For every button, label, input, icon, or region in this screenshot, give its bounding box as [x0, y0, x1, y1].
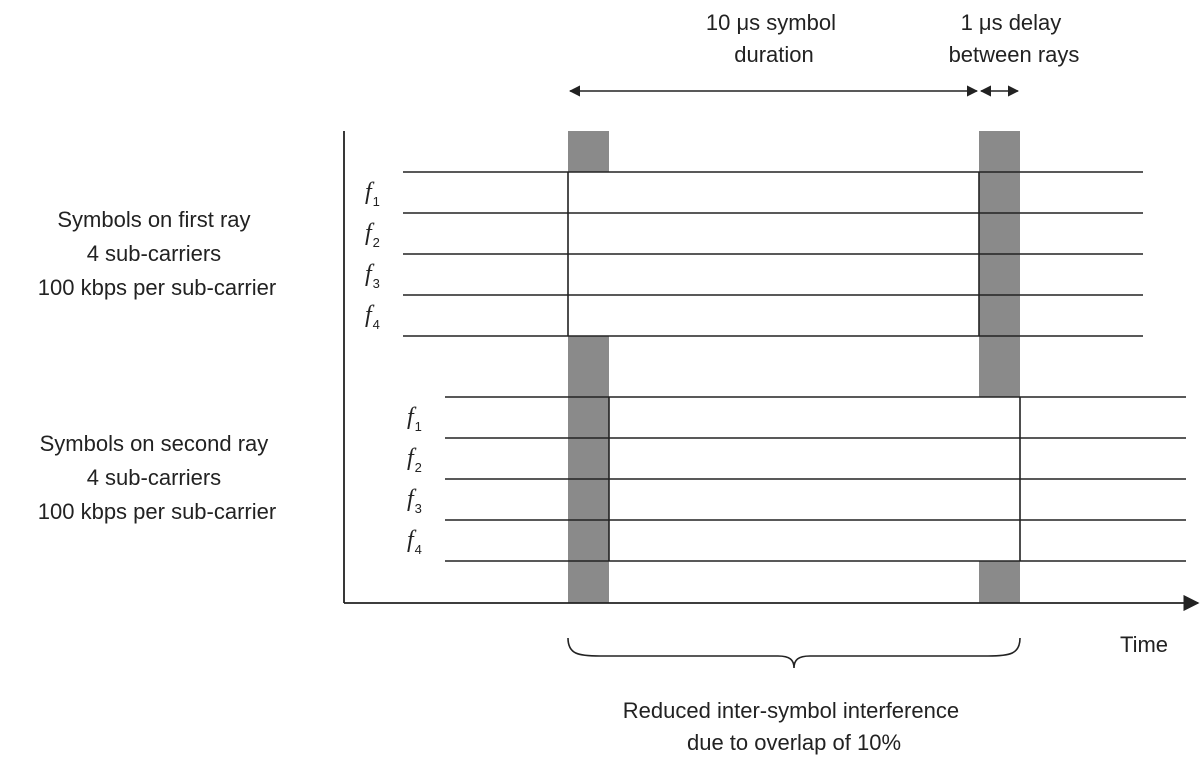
- first-ray-label-line-1: Symbols on first ray: [57, 207, 250, 232]
- second-ray-label-line-1: Symbols on second ray: [40, 431, 269, 456]
- first-ray-symbol-boundaries: [567, 172, 980, 336]
- first-ray-carrier-label-4: f4: [365, 302, 380, 332]
- first-ray-label: Symbols on first ray 4 sub-carriers 100 …: [38, 207, 276, 300]
- second-ray-carrier-label-4: f4: [407, 527, 422, 557]
- first-ray-label-line-2: 4 sub-carriers: [87, 241, 221, 266]
- duration-label-line-1: 10 μs symbol: [706, 10, 836, 35]
- first-ray-subcarrier-lines: [403, 171, 1143, 337]
- first-ray-carrier-labels: f1 f2 f3 f4: [365, 179, 380, 332]
- duration-label: 10 μs symbol duration: [706, 10, 842, 67]
- first-ray-carrier-label-1: f1: [365, 179, 380, 209]
- second-ray-carrier-label-3: f3: [407, 486, 422, 516]
- duration-label-line-2: duration: [734, 42, 814, 67]
- overlap-label: Reduced inter-symbol interference due to…: [623, 698, 965, 755]
- delay-label: 1 μs delay between rays: [949, 10, 1080, 67]
- second-ray-symbol-boundaries: [608, 397, 1021, 561]
- second-ray-carrier-label-2: f2: [407, 445, 422, 475]
- second-ray-subcarrier-lines: [445, 396, 1186, 562]
- second-ray-carrier-label-1: f1: [407, 404, 422, 434]
- overlap-label-line-2: due to overlap of 10%: [687, 730, 901, 755]
- delay-label-line-1: 1 μs delay: [961, 10, 1062, 35]
- second-ray-carrier-labels: f1 f2 f3 f4: [407, 404, 422, 557]
- overlap-label-line-1: Reduced inter-symbol interference: [623, 698, 959, 723]
- time-axis-label: Time: [1120, 632, 1168, 657]
- second-ray-label: Symbols on second ray 4 sub-carriers 100…: [38, 431, 276, 524]
- first-ray-carrier-label-2: f2: [365, 220, 380, 250]
- symbol-regions: [568, 172, 1020, 561]
- first-ray-label-line-3: 100 kbps per sub-carrier: [38, 275, 276, 300]
- first-ray-carrier-label-3: f3: [365, 261, 380, 291]
- delay-label-line-2: between rays: [949, 42, 1080, 67]
- second-ray-label-line-3: 100 kbps per sub-carrier: [38, 499, 276, 524]
- overlap-brace: [567, 637, 1021, 669]
- second-ray-label-line-2: 4 sub-carriers: [87, 465, 221, 490]
- axes: [343, 131, 1200, 612]
